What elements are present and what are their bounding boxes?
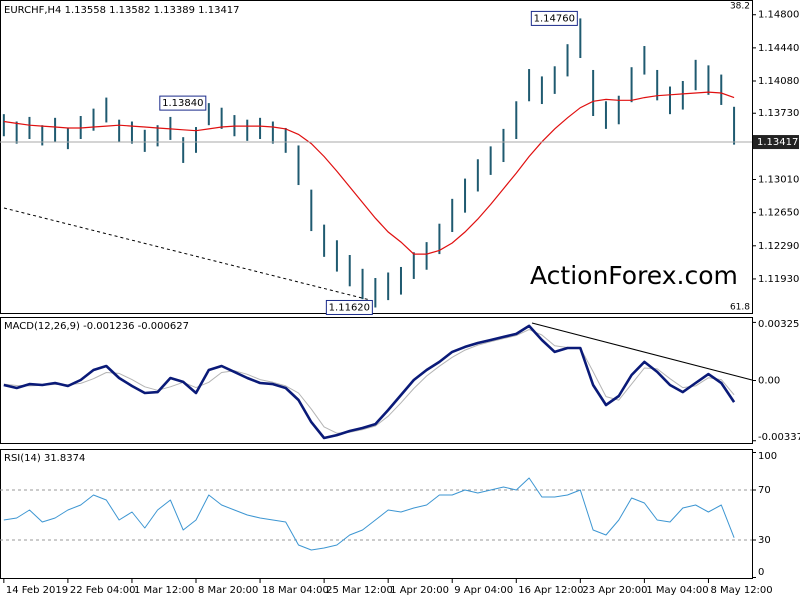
indicator-line <box>3 477 735 551</box>
y-tick-label: 1.14800 <box>758 10 799 21</box>
price-title: EURCHF,H4 1.13558 1.13582 1.13389 1.1341… <box>4 5 240 16</box>
level-label: 38.2 <box>730 2 750 12</box>
price-annotation-box <box>530 10 578 26</box>
x-tick-label: 9 Apr 04:00 <box>454 585 513 596</box>
level-label: 61.8 <box>730 303 750 313</box>
y-tick-label: 100 <box>758 451 777 462</box>
rsi-panel-frame <box>0 449 753 579</box>
x-tick-label: 8 May 12:00 <box>710 585 772 596</box>
y-tick-label: 30 <box>758 535 771 546</box>
y-tick-label: -0.003373 <box>758 432 800 443</box>
y-tick-label: 1.13730 <box>758 108 799 119</box>
rsi-title: RSI(14) 31.8374 <box>4 453 85 464</box>
last-price-label: 1.13417 <box>757 137 798 148</box>
x-tick-label: 8 Mar 20:00 <box>198 585 258 596</box>
x-tick-label: 1 Mar 12:00 <box>134 585 194 596</box>
y-tick-label: 0.00 <box>758 376 780 387</box>
indicator-line <box>3 329 735 434</box>
x-tick-label: 25 Mar 12:00 <box>326 585 393 596</box>
y-tick-label: 1.14440 <box>758 43 799 54</box>
watermark: ActionForex.com <box>530 261 738 290</box>
x-tick-label: 16 Apr 12:00 <box>518 585 583 596</box>
x-tick-label: 1 May 04:00 <box>646 585 708 596</box>
x-tick-label: 14 Feb 2019 <box>6 585 68 596</box>
y-tick-label: 1.14080 <box>758 76 799 87</box>
y-tick-label: 70 <box>758 485 771 496</box>
moving-average <box>3 91 735 255</box>
last-price-tag <box>753 135 799 150</box>
price-panel-frame <box>0 0 753 314</box>
y-tick-label: 1.12650 <box>758 208 799 219</box>
trendline <box>3 207 371 301</box>
y-tick-label: 1.13010 <box>758 175 799 186</box>
y-tick-label: 1.12290 <box>758 241 799 252</box>
y-tick-label: 0 <box>758 567 764 578</box>
macd-title: MACD(12,26,9) -0.001236 -0.000627 <box>4 321 189 332</box>
y-tick-label: 1.11930 <box>758 274 799 285</box>
x-tick-label: 1 Apr 20:00 <box>390 585 449 596</box>
x-tick-label: 18 Mar 04:00 <box>262 585 329 596</box>
price-annotation: 1.14760 <box>534 13 575 24</box>
x-tick-label: 23 Apr 20:00 <box>582 585 647 596</box>
macd-trendline <box>531 322 753 381</box>
price-annotation: 1.13840 <box>162 98 203 109</box>
x-tick-label: 22 Feb 04:00 <box>70 585 136 596</box>
price-annotation: 1.11620 <box>329 302 370 313</box>
y-tick-label: 0.003253 <box>758 319 800 330</box>
price-annotation-box <box>325 299 373 315</box>
indicator-line <box>3 324 736 440</box>
price-annotation-box <box>159 95 207 111</box>
